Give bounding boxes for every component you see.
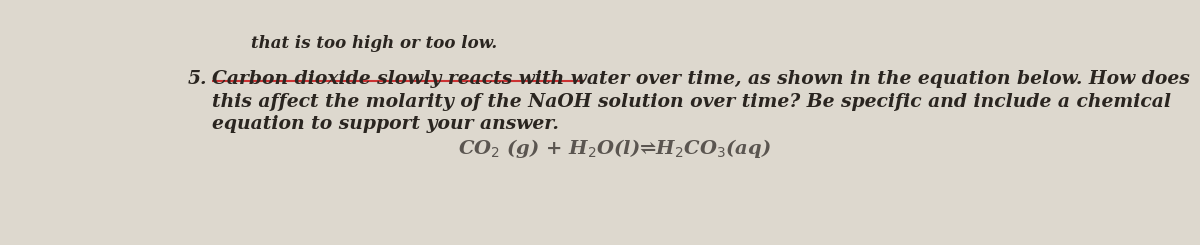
Text: that is too high or too low.: that is too high or too low. (251, 35, 497, 52)
Text: Carbon dioxide slowly reacts with water over time, as shown in the equation belo: Carbon dioxide slowly reacts with water … (212, 70, 1189, 88)
Text: CO$_2$ (g) + H$_2$O(l)⇌H$_2$CO$_3$(aq): CO$_2$ (g) + H$_2$O(l)⇌H$_2$CO$_3$(aq) (458, 137, 772, 160)
Text: 5.: 5. (187, 70, 206, 88)
Text: this affect the molarity of the NaOH solution over time? Be specific and include: this affect the molarity of the NaOH sol… (212, 93, 1171, 110)
Text: equation to support your answer.: equation to support your answer. (212, 115, 559, 133)
